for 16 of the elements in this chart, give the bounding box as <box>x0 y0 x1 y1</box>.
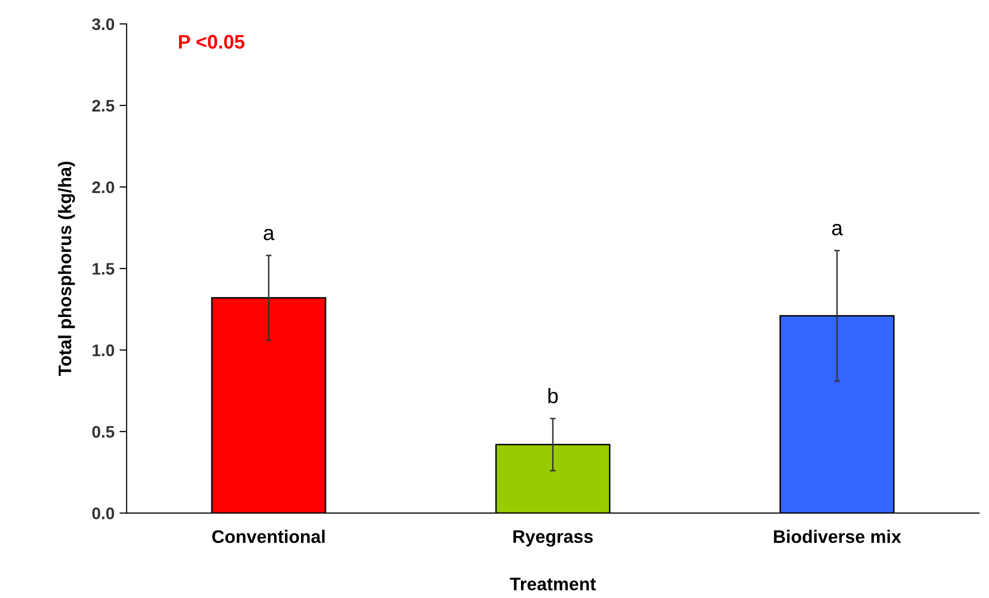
annotation: b <box>548 388 558 404</box>
y-tick-label: 3.0 <box>92 18 114 30</box>
y-axis-title: Total phosphorus (kg/ha) <box>58 162 75 376</box>
annotation: a <box>264 228 274 240</box>
y-tick-label: 2.0 <box>92 181 114 194</box>
x-tick-label: Biodiverse mix <box>774 530 902 544</box>
y-tick-label: 0.5 <box>92 426 114 438</box>
x-axis-title: Treatment <box>510 578 596 590</box>
annotation: a <box>832 224 843 236</box>
y-tick-label: 2.5 <box>92 100 114 112</box>
y-tick-label: 0.0 <box>92 507 114 520</box>
x-tick-label: Ryegrass <box>513 530 593 547</box>
x-tick-label: Conventional <box>212 530 325 544</box>
y-tick-label: 1.5 <box>92 263 114 275</box>
annotation: P <0.05 <box>179 34 244 49</box>
y-tick-label: 1.0 <box>92 344 114 356</box>
